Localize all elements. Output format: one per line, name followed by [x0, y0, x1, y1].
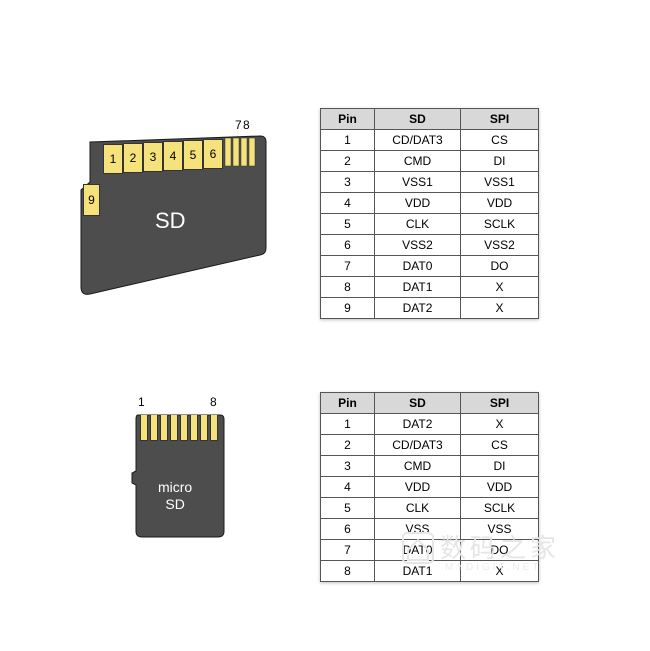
microsd-table-body: 1DAT2X2CD/DAT3CS3CMDDI4VDDVDD5CLKSCLK6VS… — [321, 414, 539, 582]
sd-pin8-label: 8 — [243, 118, 250, 132]
table-row: 3VSS1VSS1 — [321, 172, 539, 193]
microsd-card-area: 1 8 micro SD — [130, 395, 240, 555]
sd-pin-3: 3 — [143, 142, 163, 172]
sd-pin-6: 6 — [203, 139, 223, 169]
microsd-pin — [170, 415, 178, 441]
microsd-label-line2: SD — [165, 496, 184, 512]
microsd-pinout-table: Pin SD SPI 1DAT2X2CD/DAT3CS3CMDDI4VDDVDD… — [320, 392, 539, 582]
table-row: 3CMDDI — [321, 456, 539, 477]
sd-pin-1: 1 — [103, 144, 123, 174]
table-row: 5CLKSCLK — [321, 214, 539, 235]
microsd-th-sd: SD — [375, 393, 461, 414]
sd-th-sd: SD — [375, 109, 461, 130]
microsd-pin — [190, 415, 198, 441]
table-row: 8DAT1X — [321, 277, 539, 298]
sd-card-area: 7 8 9 1 2 3 4 5 6 SD — [75, 100, 285, 320]
microsd-pin — [180, 415, 188, 441]
microsd-pin — [200, 415, 208, 441]
microsd-label-line1: micro — [158, 479, 192, 495]
sd-th-pin: Pin — [321, 109, 375, 130]
table-row: 6VSS2VSS2 — [321, 235, 539, 256]
sd-pin-2: 2 — [123, 143, 143, 173]
microsd-pin1-label: 1 — [138, 395, 145, 409]
table-row: 6VSSVSS — [321, 519, 539, 540]
table-row: 8DAT1X — [321, 561, 539, 582]
microsd-th-pin: Pin — [321, 393, 375, 414]
sd-pin-4: 4 — [163, 141, 183, 171]
table-row: 4VDDVDD — [321, 193, 539, 214]
table-row: 5CLKSCLK — [321, 498, 539, 519]
sd-pin7-label: 7 — [235, 118, 242, 132]
table-row: 1DAT2X — [321, 414, 539, 435]
table-row: 2CMDDI — [321, 151, 539, 172]
sd-pin-5: 5 — [183, 140, 203, 170]
table-row: 7DAT0DO — [321, 540, 539, 561]
microsd-section: 1 8 micro SD — [130, 395, 240, 555]
microsd-pin8-label: 8 — [210, 395, 217, 409]
microsd-pin — [160, 415, 168, 441]
table-row: 9DAT2X — [321, 298, 539, 319]
microsd-pin — [150, 415, 158, 441]
table-row: 1CD/DAT3CS — [321, 130, 539, 151]
microsd-label: micro SD — [158, 479, 192, 513]
sd-pin-9: 9 — [83, 184, 100, 216]
sd-pinout-table: Pin SD SPI 1CD/DAT3CS2CMDDI3VSS1VSS14VDD… — [320, 108, 539, 319]
sd-table-body: 1CD/DAT3CS2CMDDI3VSS1VSS14VDDVDD5CLKSCLK… — [321, 130, 539, 319]
table-row: 7DAT0DO — [321, 256, 539, 277]
table-row: 4VDDVDD — [321, 477, 539, 498]
table-row: 2CD/DAT3CS — [321, 435, 539, 456]
microsd-pin — [210, 415, 218, 441]
sd-th-spi: SPI — [461, 109, 539, 130]
sd-section: 7 8 9 1 2 3 4 5 6 SD — [75, 100, 285, 320]
microsd-pin — [140, 415, 148, 441]
microsd-th-spi: SPI — [461, 393, 539, 414]
sd-card-label: SD — [155, 208, 186, 234]
